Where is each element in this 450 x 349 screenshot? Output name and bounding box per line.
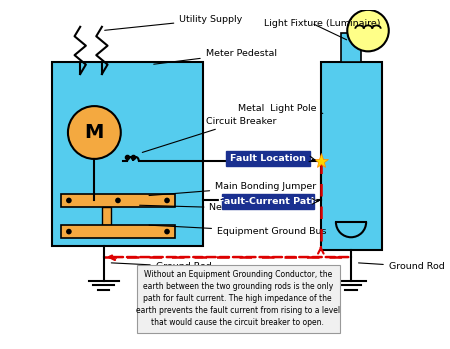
Text: Main Bonding Jumper: Main Bonding Jumper [149, 182, 316, 195]
Circle shape [347, 10, 389, 51]
Bar [321, 62, 382, 251]
Text: M: M [85, 123, 104, 142]
Circle shape [115, 198, 121, 203]
Text: Ground Rod: Ground Rod [359, 262, 445, 271]
Text: Without an Equipment Grounding Conductor, the
earth between the two grounding ro: Without an Equipment Grounding Conductor… [136, 270, 340, 327]
Bar [341, 34, 361, 62]
Text: Neutral Bus: Neutral Bus [140, 203, 265, 213]
Text: Utility Supply: Utility Supply [105, 15, 243, 30]
Circle shape [68, 106, 121, 159]
Text: Metal  Light Pole: Metal Light Pole [238, 104, 323, 113]
Circle shape [66, 198, 72, 203]
Bar [61, 225, 175, 238]
Text: Equipment Ground Bus: Equipment Ground Bus [149, 225, 327, 236]
Bar [137, 265, 340, 333]
Bar [52, 62, 203, 246]
Bar [61, 194, 175, 207]
Text: Fault-Current Path: Fault-Current Path [218, 197, 318, 206]
Bar [222, 194, 314, 209]
Circle shape [66, 229, 72, 235]
Circle shape [164, 198, 170, 203]
Text: Fault Location: Fault Location [230, 154, 306, 163]
Text: Ground Rod: Ground Rod [111, 262, 212, 271]
Text: Meter Pedestal: Meter Pedestal [154, 49, 277, 64]
Bar [102, 207, 111, 225]
Bar [226, 151, 310, 166]
Circle shape [164, 229, 170, 235]
Text: Light Fixture (Luminaire): Light Fixture (Luminaire) [264, 18, 381, 28]
Text: Circuit Breaker: Circuit Breaker [142, 117, 276, 153]
